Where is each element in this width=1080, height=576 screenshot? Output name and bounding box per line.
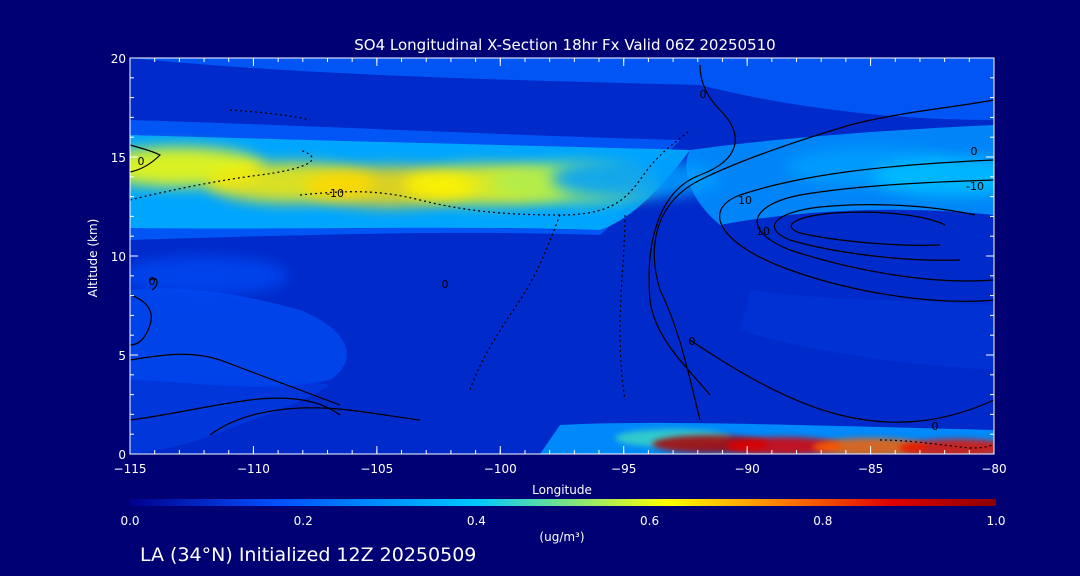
y-tick-label: 10 [111, 250, 126, 264]
footer-caption: LA (34°N) Initialized 12Z 20250509 [140, 544, 476, 566]
contour-line [774, 204, 976, 261]
contour-line [790, 211, 946, 246]
colorbar-tick-label: 1.0 [986, 514, 1005, 528]
contour-label: 0 [442, 278, 449, 291]
contour-label: 0 [971, 145, 978, 158]
contour-label: -10 [966, 180, 984, 193]
contour-label: 0 [700, 88, 707, 101]
contour-label: 0 [932, 420, 939, 433]
heatmap-feature [726, 437, 843, 454]
contour-label: -10 [326, 187, 344, 200]
x-tick-label: −90 [734, 462, 759, 476]
contour-line [209, 407, 421, 436]
x-tick-label: −95 [611, 462, 636, 476]
heatmap-field [130, 58, 994, 454]
contour-lines [130, 64, 994, 449]
x-tick-label: −80 [981, 462, 1006, 476]
contour-label: 0 [138, 155, 145, 168]
contour-label: 10 [756, 225, 770, 238]
contour-line [130, 294, 152, 346]
y-tick-label: 0 [118, 448, 126, 462]
contour-line [299, 129, 691, 216]
x-tick-label: −115 [114, 462, 147, 476]
contour-label: 0 [149, 275, 156, 288]
chart-title: SO4 Longitudinal X-Section 18hr Fx Valid… [354, 36, 775, 54]
colorbar [130, 499, 996, 506]
contour-line [130, 353, 341, 406]
x-tick-label: −110 [237, 462, 270, 476]
heatmap-feature [551, 158, 722, 199]
heatmap-feature [871, 156, 994, 197]
colorbar-tick-label: 0.8 [813, 514, 832, 528]
heatmap-feature [130, 255, 290, 296]
heatmap-feature [898, 439, 994, 454]
colorbar-tick-label: 0.2 [294, 514, 313, 528]
y-tick-label: 15 [111, 151, 126, 165]
contour-line [653, 99, 994, 421]
contour-line [130, 144, 162, 173]
contour-line [149, 278, 158, 291]
axis-ticks: −115 −110 −105 −100 −95 −90 −85 −80 0 5 10 15 20 [111, 52, 1007, 476]
contour-line [689, 339, 994, 423]
contour-line [719, 159, 994, 302]
colorbar-tick-label: 0.0 [120, 514, 139, 528]
contour-line [619, 214, 626, 401]
colorbar-tick-label: 0.4 [467, 514, 486, 528]
colorbar-tick-labels: 0.0 0.2 0.4 0.6 0.8 1.0 [120, 514, 1005, 528]
y-tick-label: 5 [118, 349, 126, 363]
contour-line [879, 439, 994, 449]
x-tick-label: −100 [484, 462, 517, 476]
contour-line [648, 64, 736, 396]
contour-label: 10 [738, 194, 752, 207]
contour-line [130, 397, 341, 421]
contour-label: 0 [689, 335, 696, 348]
colorbar-units-label: (ug/m³) [539, 530, 584, 544]
colorbar-tick-label: 0.6 [640, 514, 659, 528]
contour-line [756, 179, 994, 282]
x-axis-label: Longitude [532, 483, 592, 497]
x-tick-label: −85 [858, 462, 883, 476]
y-tick-label: 20 [111, 52, 126, 66]
x-tick-label: −105 [360, 462, 393, 476]
contour-labels: 0 -10 10 0 -10 10 0 0 0 0 0 [138, 88, 984, 433]
y-axis-label: Altitude (km) [86, 219, 100, 298]
